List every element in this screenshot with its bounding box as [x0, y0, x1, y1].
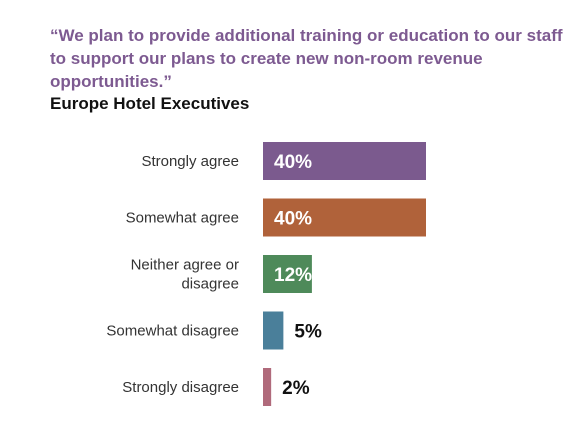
category-label-4: Strongly disagree — [122, 379, 239, 396]
category-label-1: Somewhat agree — [126, 210, 239, 227]
category-label-2: Neither agree or disagree — [131, 257, 239, 293]
chart-quote-title: “We plan to provide additional training … — [50, 26, 563, 91]
data-label-0: 40% — [274, 152, 312, 173]
bar-0 — [263, 142, 426, 180]
data-label-2: 12% — [274, 265, 312, 286]
category-label-0: Strongly agree — [141, 153, 239, 170]
category-label-3: Somewhat disagree — [106, 323, 239, 340]
bar-2 — [263, 255, 312, 293]
bar-3 — [263, 311, 284, 350]
bar-1 — [263, 198, 426, 237]
data-label-4: 2% — [282, 378, 310, 399]
bar-4 — [263, 368, 272, 406]
data-label-3: 5% — [294, 322, 322, 343]
chart-subtitle: Europe Hotel Executives — [50, 94, 250, 113]
data-label-1: 40% — [274, 209, 312, 230]
